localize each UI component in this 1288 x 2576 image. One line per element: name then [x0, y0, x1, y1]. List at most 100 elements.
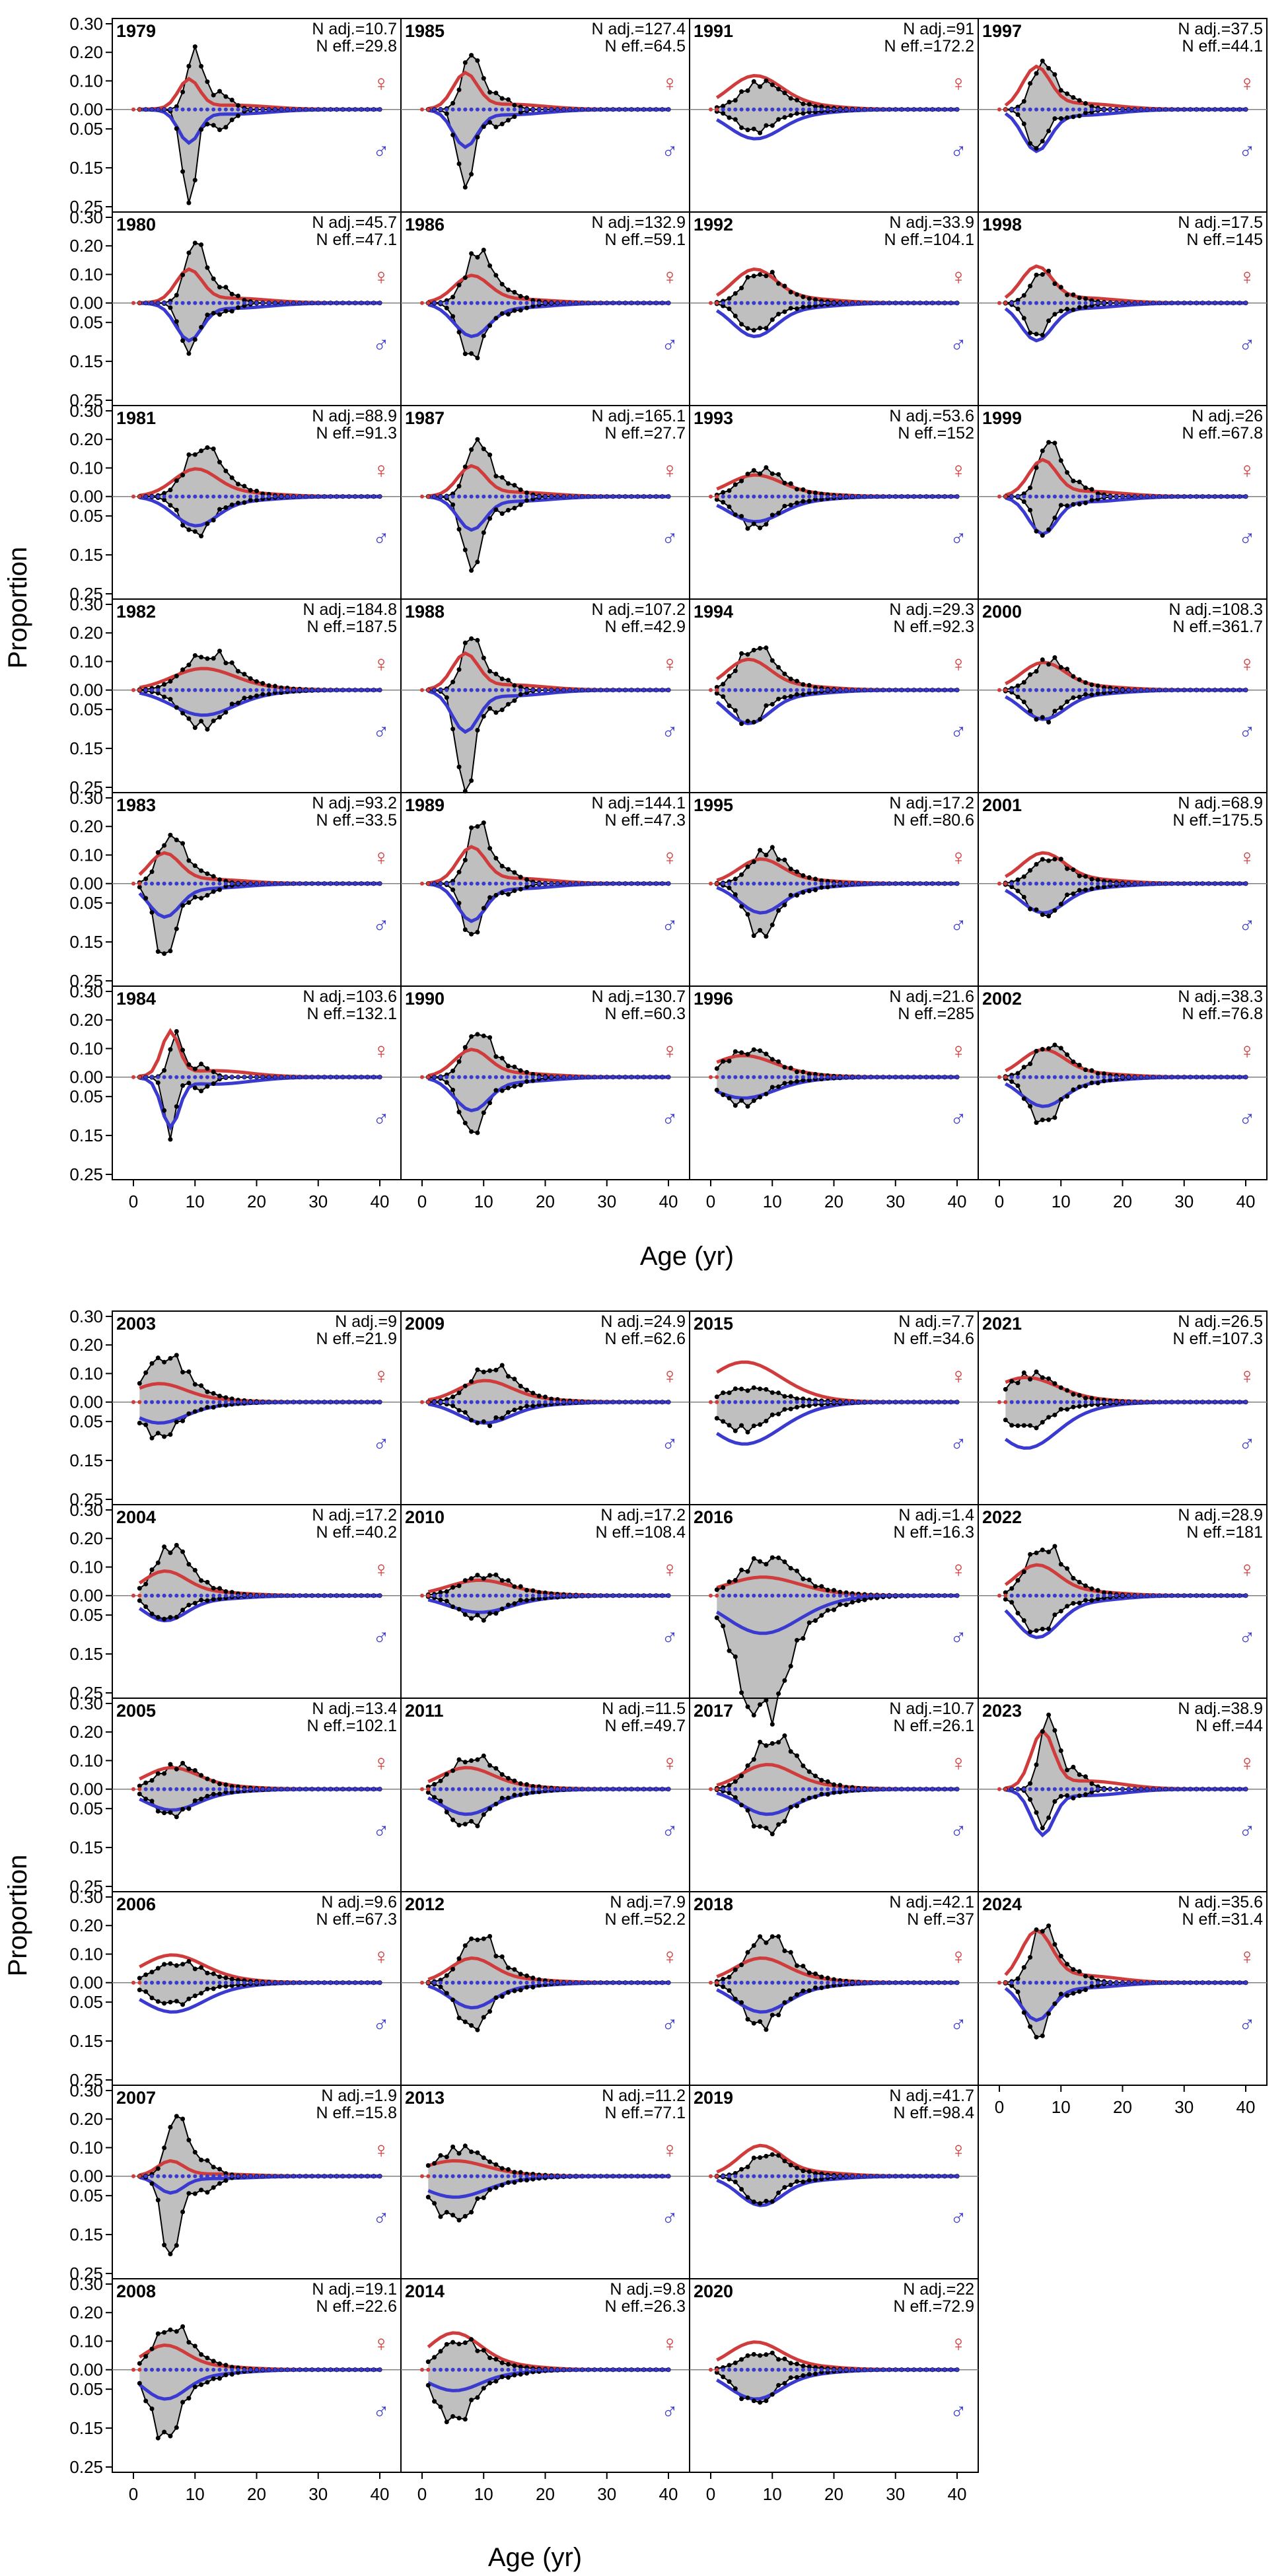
female-obs-point [512, 2363, 517, 2369]
panel-1994: 1994 N adj.=29.3N eff.=92.3♀♂ [689, 598, 979, 793]
zero-point [205, 1400, 209, 1404]
female-obs-point [714, 685, 719, 690]
zero-point [1016, 107, 1020, 112]
male-obs-point [481, 906, 486, 911]
zero-point [156, 1075, 161, 1079]
female-obs-point [499, 281, 505, 287]
zero-point [666, 688, 670, 692]
zero-point [727, 494, 731, 499]
male-obs-point [1077, 694, 1082, 699]
female-obs-point [512, 2170, 517, 2175]
panel-n-eff: N eff.=64.5 [604, 37, 686, 55]
zero-point [856, 1075, 861, 1079]
y-tick-label: 0.15 [69, 2031, 103, 2051]
female-obs-point [518, 2364, 523, 2369]
male-obs-point [1058, 116, 1063, 121]
zero-point [217, 881, 222, 886]
female-obs-point [462, 1045, 468, 1050]
zero-point [506, 1400, 511, 1404]
male-obs-point [524, 305, 529, 310]
zero-point [918, 301, 922, 305]
panel-n-eff: N eff.=361.7 [1173, 618, 1263, 636]
male-obs-point [450, 1604, 456, 1610]
male-obs-point [1095, 691, 1100, 696]
female-obs-point [162, 682, 167, 687]
zero-point [223, 2367, 228, 2372]
female-obs-point [248, 676, 253, 681]
zero-point [426, 494, 431, 499]
zero-point [727, 688, 731, 692]
y-tick-label: 0.10 [69, 845, 103, 865]
male-obs-point [751, 719, 756, 725]
zero-point [617, 881, 622, 886]
male-obs-point [168, 2252, 173, 2256]
y-tick-label: 0.10 [69, 651, 103, 671]
male-obs-point [205, 1598, 210, 1603]
female-obs-point [776, 664, 781, 670]
zero-point [807, 494, 812, 499]
zero-point [721, 688, 725, 692]
zero-point [752, 107, 756, 112]
zero-point [623, 494, 627, 499]
panel-n-eff: N eff.=27.7 [604, 424, 686, 443]
female-obs-point [199, 448, 204, 453]
female-obs-point [211, 656, 216, 661]
zero-point [739, 494, 744, 499]
male-obs-point [769, 513, 775, 518]
female-obs-point [782, 283, 787, 289]
zero-point [180, 881, 185, 886]
zero-point [782, 881, 787, 886]
y-tick-label: 0.30 [69, 594, 103, 614]
panel-1989: 1989 N adj.=144.1N eff.=47.3♀♂ [400, 792, 690, 987]
zero-point [1022, 301, 1026, 305]
male-obs-point [186, 2191, 192, 2196]
zero-point [500, 1787, 505, 1791]
zero-point [143, 1075, 148, 1079]
zero-point [1237, 494, 1242, 499]
male-obs-point [745, 326, 750, 331]
female-obs-point [450, 1585, 456, 1590]
zero-point [273, 2174, 277, 2178]
female-symbol: ♀ [373, 2138, 390, 2163]
y-tick-label: 0.00 [69, 293, 103, 313]
male-obs-point [1009, 884, 1015, 890]
female-obs-point [1034, 862, 1039, 867]
zero-point [174, 1075, 179, 1079]
zero-point [875, 881, 879, 886]
female-obs-point [493, 1367, 499, 1373]
zero-point [322, 1593, 327, 1598]
female-obs-point [180, 1760, 186, 1766]
female-obs-line [139, 44, 380, 110]
female-obs-point [1077, 873, 1082, 878]
panel-year: 1986 [405, 215, 445, 234]
zero-point [1176, 107, 1180, 112]
zero-point [180, 2174, 185, 2178]
zero-point [856, 688, 861, 692]
zero-point [721, 107, 725, 112]
y-tick-label: 0.15 [69, 545, 103, 565]
y-tick-label: 0.15 [69, 158, 103, 178]
female-obs-point [199, 1773, 204, 1778]
female-obs-point [499, 1578, 505, 1583]
y-tick-label: 0.10 [69, 71, 103, 90]
male-obs-point [733, 512, 738, 517]
zero-point [537, 1075, 542, 1079]
zero-point [217, 1593, 222, 1598]
zero-point [549, 1400, 554, 1404]
male-obs-point [512, 888, 517, 893]
zero-point [193, 1075, 197, 1079]
zero-point [906, 1075, 910, 1079]
female-obs-point [223, 1589, 229, 1594]
zero-point [813, 688, 818, 692]
zero-point [322, 494, 327, 499]
zero-point [709, 688, 713, 692]
panel-n-eff: N eff.=60.3 [604, 1005, 686, 1023]
female-obs-point [493, 2162, 499, 2167]
zero-point [223, 688, 228, 692]
male-obs-point [782, 309, 787, 314]
zero-point [948, 1075, 953, 1079]
zero-point [666, 1787, 670, 1791]
zero-point [881, 881, 886, 886]
zero-point [211, 881, 216, 886]
female-obs-point [217, 1394, 222, 1398]
